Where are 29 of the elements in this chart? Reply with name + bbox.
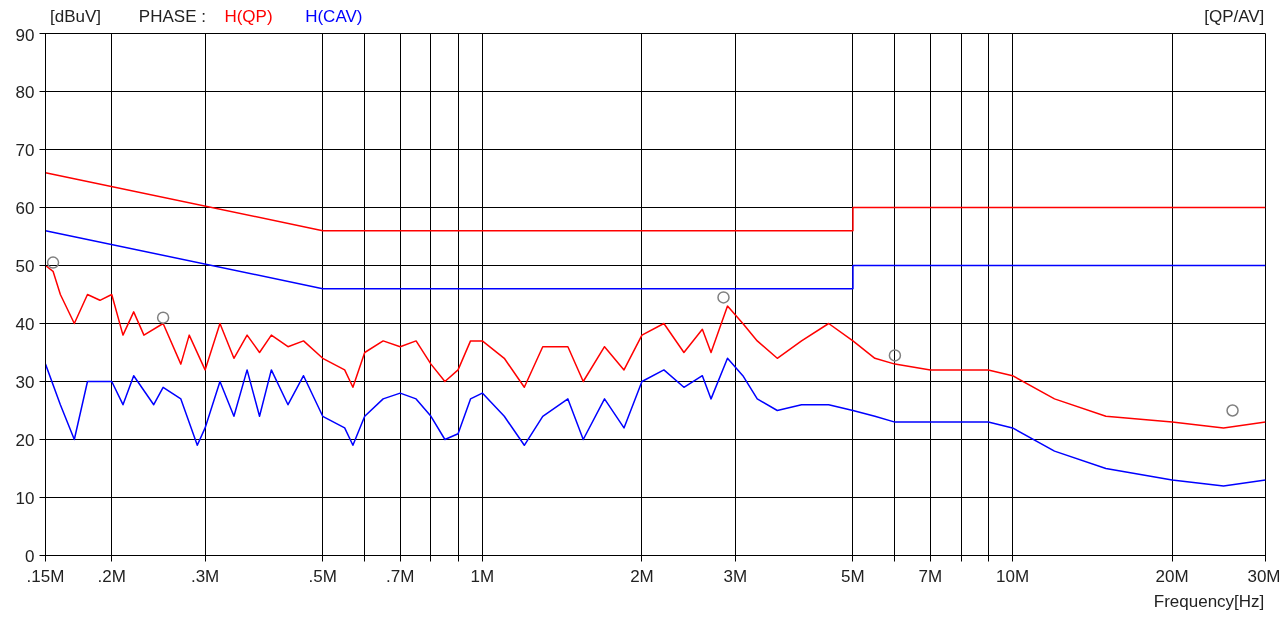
y-tick-label: 90 [15,25,35,45]
x-tick-label: .15M [26,566,65,586]
x-tick-label: 30M [1247,566,1281,586]
x-tick-label: 3M [723,566,748,586]
x-axis-title: Frequency[Hz] [1153,591,1265,611]
y-tick-label: 30 [15,372,35,392]
y-tick-label: 40 [15,314,35,334]
y-tick-label: 0 [25,546,35,566]
text: H(CAV) [305,6,363,26]
legend-title: PHASE : [138,6,206,26]
y-tick-label: 60 [15,198,35,218]
x-tick-label: .2M [97,566,126,586]
y-tick-label: 10 [15,488,35,508]
x-tick-label: 5M [841,566,865,586]
x-tick-label: 2M [630,566,654,586]
text: [QP/AV] [1204,6,1265,26]
x-tick-label: 10M [996,566,1030,586]
y-axis-title: [dBuV] [50,6,102,26]
x-tick-label: .7M [386,566,415,586]
x-tick-label: .5M [308,566,337,586]
y-tick-label: 70 [15,140,35,160]
x-tick-label: .3M [190,566,220,586]
x-tick-label: 1M [470,566,495,586]
text: H(QP) [224,6,273,26]
x-tick-label: 20M [1155,566,1189,586]
y-tick-label: 80 [15,82,35,102]
y-tick-label: 20 [15,430,35,450]
y-tick-label: 50 [15,256,35,276]
x-tick-label: 7M [918,566,943,586]
